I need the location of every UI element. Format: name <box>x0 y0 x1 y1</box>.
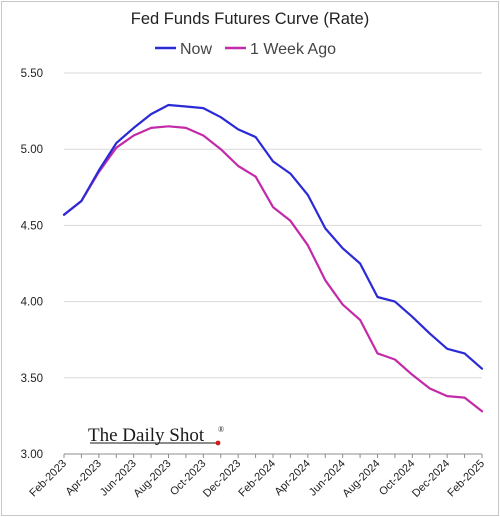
data-point-now <box>481 368 483 370</box>
x-tick-label: Feb-2023 <box>27 458 69 500</box>
data-point-1-week-ago <box>272 206 274 208</box>
data-point-now <box>376 296 379 298</box>
data-point-1-week-ago <box>133 134 135 137</box>
data-point-now <box>202 107 204 109</box>
data-point-now <box>289 172 292 175</box>
data-point-1-week-ago <box>237 165 239 167</box>
x-tick-label: Feb-2024 <box>236 458 278 500</box>
data-point-now <box>220 116 222 118</box>
data-point-now <box>411 316 413 318</box>
data-point-1-week-ago <box>446 395 448 397</box>
data-point-1-week-ago <box>463 397 466 399</box>
data-point-now <box>185 105 187 108</box>
x-tick-label: Feb-2025 <box>445 458 487 500</box>
chart-title: Fed Funds Futures Curve (Rate) <box>131 10 369 28</box>
data-point-1-week-ago <box>167 125 170 127</box>
data-point-now <box>272 160 274 162</box>
data-point-1-week-ago <box>376 352 379 355</box>
data-point-now <box>115 142 117 144</box>
y-tick-label: 4.50 <box>21 220 43 232</box>
legend-label-now: Now <box>180 41 212 58</box>
data-point-1-week-ago <box>150 127 152 129</box>
data-point-now <box>307 194 309 196</box>
data-point-1-week-ago <box>429 387 431 390</box>
data-point-1-week-ago <box>202 134 204 137</box>
data-point-1-week-ago <box>481 410 483 412</box>
data-point-now <box>446 348 448 350</box>
series-line-now <box>62 103 484 370</box>
legend: Now 1 Week Ago <box>155 41 336 58</box>
data-point-now <box>237 128 239 130</box>
data-point-now <box>133 127 135 129</box>
x-tick-label: Apr-2023 <box>63 458 103 498</box>
x-tick-label: Apr-2024 <box>272 458 312 498</box>
data-point-1-week-ago <box>411 374 413 376</box>
data-point-1-week-ago <box>115 147 117 149</box>
x-axis: Feb-2023Apr-2023Jun-2023Aug-2023Oct-2023… <box>27 453 487 500</box>
y-tick-label: 5.00 <box>21 144 43 156</box>
data-point-now <box>429 333 431 335</box>
x-tick-label: Aug-2024 <box>340 458 382 500</box>
data-point-now <box>80 200 83 202</box>
data-point-1-week-ago <box>254 176 257 178</box>
data-point-now <box>324 227 326 230</box>
data-point-now <box>63 214 65 216</box>
x-tick-label: Dec-2023 <box>201 458 243 500</box>
data-point-now <box>98 169 100 172</box>
watermark-logo: The Daily Shot ® <box>88 425 224 446</box>
y-axis-ticks: 5.50 5.00 4.50 4.00 3.50 3.00 <box>21 68 43 461</box>
data-point-now <box>359 262 361 265</box>
data-point-now <box>254 136 257 138</box>
data-point-1-week-ago <box>394 358 396 361</box>
legend-label-1-week-ago: 1 Week Ago <box>250 41 336 58</box>
data-point-1-week-ago <box>324 279 326 281</box>
series-line-1-week-ago <box>62 125 484 413</box>
y-tick-label: 5.50 <box>21 68 43 80</box>
watermark-registered-mark: ® <box>218 425 224 434</box>
gridlines <box>64 72 482 379</box>
series-lines <box>62 103 484 413</box>
data-point-now <box>167 104 170 106</box>
data-point-now <box>463 352 466 355</box>
y-tick-label: 3.00 <box>21 449 43 461</box>
data-point-1-week-ago <box>289 220 292 222</box>
x-tick-label: Aug-2023 <box>131 458 173 500</box>
y-tick-label: 4.00 <box>21 297 43 309</box>
y-tick-label: 3.50 <box>21 373 43 385</box>
data-point-1-week-ago <box>307 244 309 246</box>
watermark-text: The Daily Shot <box>88 425 205 446</box>
data-point-1-week-ago <box>185 127 187 129</box>
x-tick-label: Dec-2024 <box>410 458 452 500</box>
data-point-now <box>394 301 396 303</box>
data-point-1-week-ago <box>342 304 344 306</box>
watermark-dot <box>215 440 221 446</box>
data-point-now <box>150 113 152 115</box>
data-point-1-week-ago <box>220 148 222 150</box>
data-point-now <box>342 247 344 249</box>
data-point-1-week-ago <box>359 319 361 321</box>
